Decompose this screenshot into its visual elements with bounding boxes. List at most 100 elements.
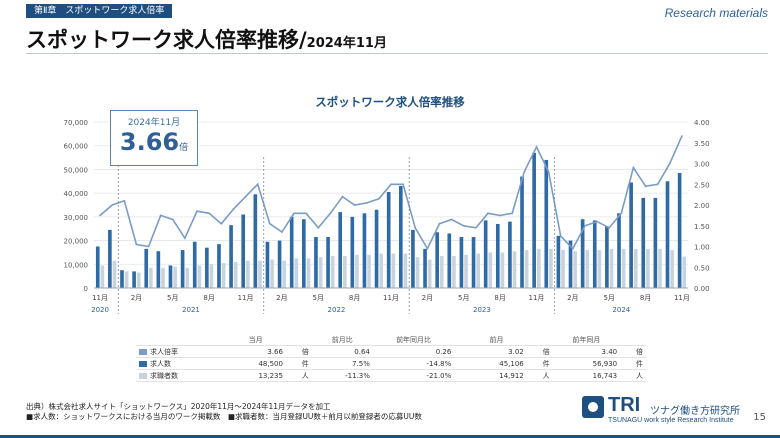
x-tick-label: 11月 [238,294,254,302]
table-cell [454,345,467,358]
bar-job-seekers [621,248,626,288]
bar-job-openings [447,233,452,288]
summary-table: 当月 前月比 前年同月比 前月 前年同月 求人倍率 3.66 倍 0.64 0.26 3.02 倍 3… [136,334,646,382]
bar-job-seekers [173,266,177,288]
y-right-tick-label: 3.00 [694,161,710,169]
title-divider [26,53,768,54]
y-right-tick-label: 0.50 [694,264,710,272]
bar-job-openings [192,241,197,288]
ratio-point [220,222,223,225]
table-cell: 56,930 [552,357,621,370]
bar-job-openings [508,221,512,288]
bar-job-seekers [149,267,153,288]
ratio-point [450,218,453,221]
bar-job-seekers [246,260,250,288]
ratio-point [584,224,586,227]
bar-job-seekers [330,255,335,288]
ratio-point [123,199,126,202]
x-tick-label: 8月 [349,294,360,302]
ratio-point [644,185,647,188]
ratio-point [208,212,211,215]
table-header-cell: 前月比 [311,334,373,346]
bar-job-seekers [136,272,141,288]
bar-job-openings [168,265,173,288]
table-header-row: 当月 前月比 前年同月比 前月 前年同月 [136,334,646,346]
bar-job-openings [241,214,246,288]
table-cell: 求人倍率 [136,345,226,358]
bar-job-seekers [124,271,129,288]
kpi-number: 3.66 [119,128,180,156]
bar-job-openings [532,152,536,288]
bar-job-seekers [439,255,444,288]
bar-job-openings [205,247,209,288]
ratio-point [135,243,138,246]
bar-job-openings [556,235,561,288]
table-header-cell: 前年同月 [552,334,621,346]
bar-job-seekers [112,260,117,288]
y-right-tick-label: 2.50 [694,181,710,189]
table-cell: 16,743 [552,369,621,382]
bar-job-seekers [585,250,590,288]
bar-job-openings [483,220,488,288]
bar-job-seekers [343,255,347,288]
y-right-tick-label: 0.00 [694,285,710,293]
bar-job-seekers [197,265,202,288]
bar-job-openings [302,219,306,288]
bar-job-seekers [294,258,299,288]
x-tick-label: 11月 [529,294,545,302]
y-left-tick-label: 0 [84,285,88,293]
table-cell [454,357,467,370]
ratio-point [547,170,550,173]
bar-job-openings [653,197,658,288]
ratio-point [111,204,114,206]
bar-job-openings [95,246,100,288]
research-materials-label: Research materials [664,6,768,20]
bar-job-seekers [646,248,650,288]
source-note: 出典）株式会社求人サイト「ショットワークス」2020年11月～2024年11月デ… [26,402,422,422]
bar-job-seekers [452,255,456,288]
y-left-tick-label: 70,000 [64,119,89,127]
bar-job-seekers [536,248,541,288]
table-cell: 件 [620,357,646,370]
table-cell: 人 [620,369,646,382]
bar-job-openings [592,220,597,288]
bar-job-openings [156,251,161,288]
ratio-point [402,183,405,186]
bar-job-openings [180,250,185,288]
bar-job-seekers [161,267,165,288]
bar-job-openings [362,213,367,288]
table-cell: 48,500 [225,357,286,370]
bar-job-openings [423,248,427,288]
ratio-point [426,247,429,250]
logo-mark-icon [582,396,604,418]
chart-svg: スポットワーク求人倍率推移 0 10,000 20,000 30,000 40,000 5… [64,95,710,314]
x-tick-label: 2月 [567,294,578,302]
ratio-point [353,204,356,206]
ratio-point [511,212,514,215]
ratio-point [390,183,392,186]
ratio-point [365,202,368,204]
table-cell: 件 [285,357,312,370]
table-cell: 14,912 [466,369,527,382]
bar-job-seekers [270,259,274,288]
ratio-point [171,218,174,221]
y-right-tick-label: 4.00 [694,119,710,127]
bar-job-seekers [658,248,662,288]
table-cell: 人 [285,369,312,382]
x-tick-label: 8月 [640,294,651,302]
chart-title: スポットワーク求人倍率推移 [315,95,465,109]
legend-swatch-icon [139,372,147,379]
ratio-point [596,220,598,223]
bar-job-seekers [500,252,505,288]
bar-job-seekers [427,259,432,288]
bar-job-seekers [573,251,577,288]
table-cell: -14.8% [372,357,455,370]
ratio-point [317,226,320,229]
bar-job-openings [120,270,124,288]
x-tick-label: 5月 [167,294,178,302]
table-row: 求人倍率 3.66 倍 0.64 0.26 3.02 倍 3.40 倍 [136,345,646,358]
bar-job-openings [398,186,403,288]
x-tick-label: 5月 [603,294,614,302]
bar-job-seekers [597,250,602,288]
ratio-point [656,183,659,186]
